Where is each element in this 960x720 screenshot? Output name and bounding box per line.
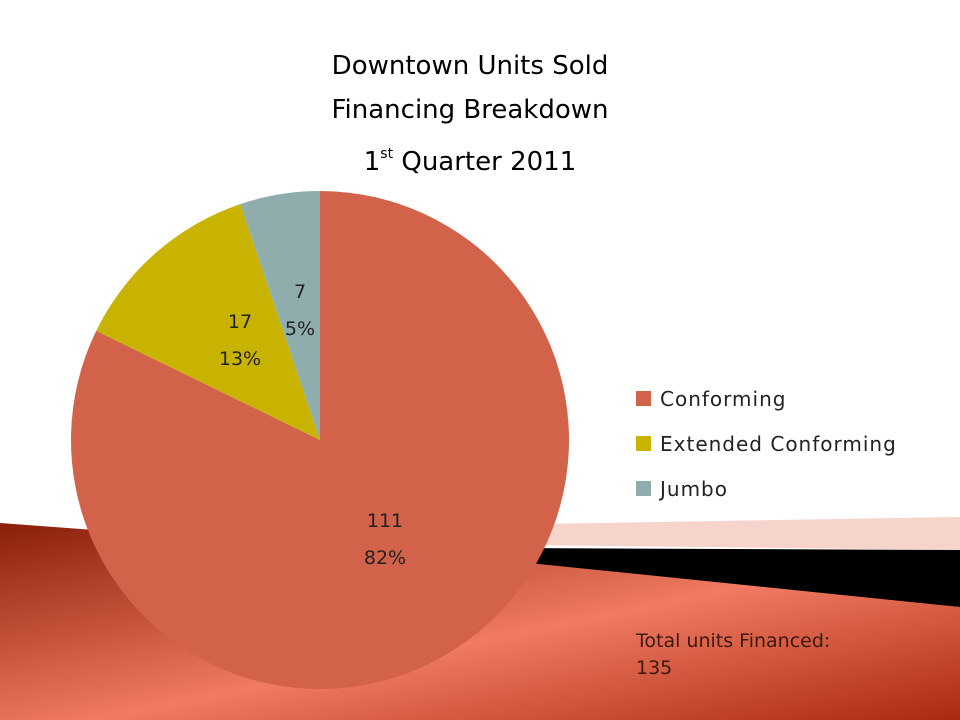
- chart-title: Downtown Units Sold Financing Breakdown …: [270, 44, 670, 184]
- data-label-value-extended-conforming: 17: [228, 311, 252, 333]
- pie-slice-jumbo: [240, 191, 320, 440]
- chart-title-line-1: Downtown Units Sold: [331, 51, 609, 81]
- legend: Conforming Extended Conforming Jumbo: [636, 376, 897, 511]
- legend-swatch-extended-conforming: [636, 436, 651, 451]
- legend-swatch-jumbo: [636, 481, 651, 496]
- legend-label-jumbo: Jumbo: [660, 476, 728, 501]
- chart-title-line-2: Financing Breakdown: [331, 95, 609, 125]
- total-units-value: 135: [636, 657, 673, 679]
- total-units-note: Total units Financed: 135: [636, 628, 916, 682]
- data-label-percent-jumbo: 5%: [285, 318, 315, 340]
- legend-item-extended-conforming: Extended Conforming: [636, 421, 897, 466]
- legend-swatch-conforming: [636, 391, 651, 406]
- background-pink-strip: [480, 517, 960, 550]
- data-label-value-conforming: 111: [367, 510, 403, 532]
- background-black-strip: [500, 548, 960, 607]
- legend-label-extended-conforming: Extended Conforming: [660, 431, 897, 456]
- data-label-percent-extended-conforming: 13%: [219, 348, 261, 370]
- legend-label-conforming: Conforming: [660, 386, 787, 411]
- pie-slice-extended-conforming: [96, 204, 320, 440]
- total-units-label: Total units Financed:: [636, 630, 831, 652]
- chart-title-line-3: 1st Quarter 2011: [363, 146, 577, 177]
- data-label-percent-conforming: 82%: [364, 547, 406, 569]
- legend-item-jumbo: Jumbo: [636, 466, 897, 511]
- data-label-value-jumbo: 7: [294, 281, 306, 303]
- legend-item-conforming: Conforming: [636, 376, 897, 421]
